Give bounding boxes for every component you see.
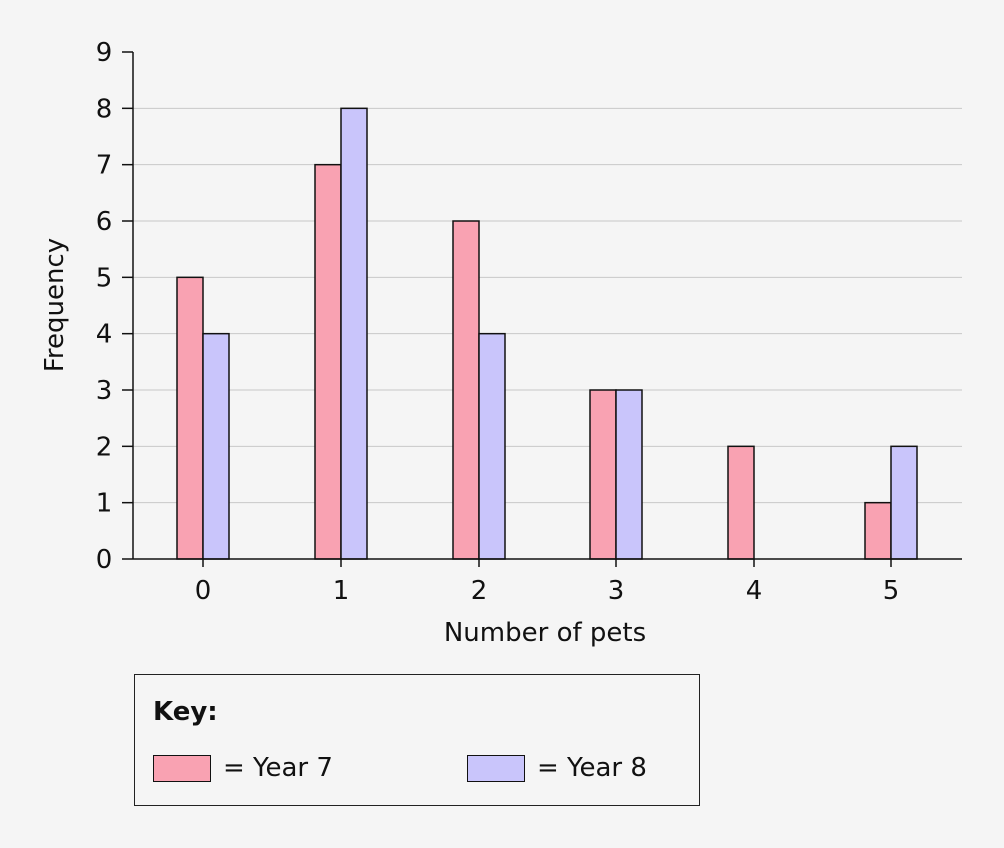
y-tick-label: 6 (96, 207, 113, 237)
legend-item-year-7: = Year 7 (153, 753, 333, 783)
y-tick-label: 3 (96, 376, 113, 406)
bars (176, 107, 918, 560)
y-tick-label: 0 (96, 545, 113, 575)
bar-year-7-3 (589, 389, 617, 560)
bar-year-8-1 (340, 107, 368, 560)
legend-swatch-year-8 (467, 754, 525, 782)
y-tick-labels: 0 1 2 3 4 5 6 7 8 9 (96, 38, 113, 575)
x-tick-labels: 0 1 2 3 4 5 (195, 576, 900, 606)
x-tick-label: 5 (883, 576, 900, 606)
y-tick-label: 7 (96, 151, 113, 181)
y-axis-title: Frequency (40, 238, 70, 372)
y-tick-label: 8 (96, 94, 113, 124)
bar-year-8-3 (615, 389, 643, 560)
x-tick-label: 4 (746, 576, 763, 606)
gridlines (133, 107, 962, 504)
legend-swatch-year-7 (153, 754, 211, 782)
legend-label-year-7: = Year 7 (223, 753, 333, 783)
y-tick-label: 4 (96, 320, 113, 350)
y-tick-label: 9 (96, 38, 113, 68)
y-tick-label: 2 (96, 432, 113, 462)
bar-chart: 0 1 2 3 4 5 6 7 8 9 0 1 2 3 4 5 Number of pets Frequen… (40, 38, 962, 648)
legend: Key: = Year 7 = Year 8 (134, 674, 700, 806)
bar-year-7-1 (314, 163, 342, 560)
axes (122, 51, 962, 567)
bar-year-8-5 (890, 445, 918, 560)
legend-item-year-8: = Year 8 (467, 753, 647, 783)
legend-label-year-8: = Year 8 (537, 753, 647, 783)
bar-year-7-2 (452, 220, 480, 560)
x-tick-label: 2 (471, 576, 488, 606)
bar-year-7-0 (176, 276, 204, 560)
bar-year-7-5 (864, 501, 892, 560)
x-tick-label: 3 (608, 576, 625, 606)
bar-year-8-2 (478, 332, 506, 560)
bar-year-7-4 (727, 445, 755, 560)
y-tick-label: 5 (96, 263, 113, 293)
bar-year-8-0 (202, 332, 230, 560)
x-axis-title: Number of pets (444, 618, 646, 648)
legend-title: Key: (153, 697, 218, 727)
y-tick-label: 1 (96, 489, 113, 519)
x-tick-label: 0 (195, 576, 212, 606)
x-tick-label: 1 (333, 576, 350, 606)
